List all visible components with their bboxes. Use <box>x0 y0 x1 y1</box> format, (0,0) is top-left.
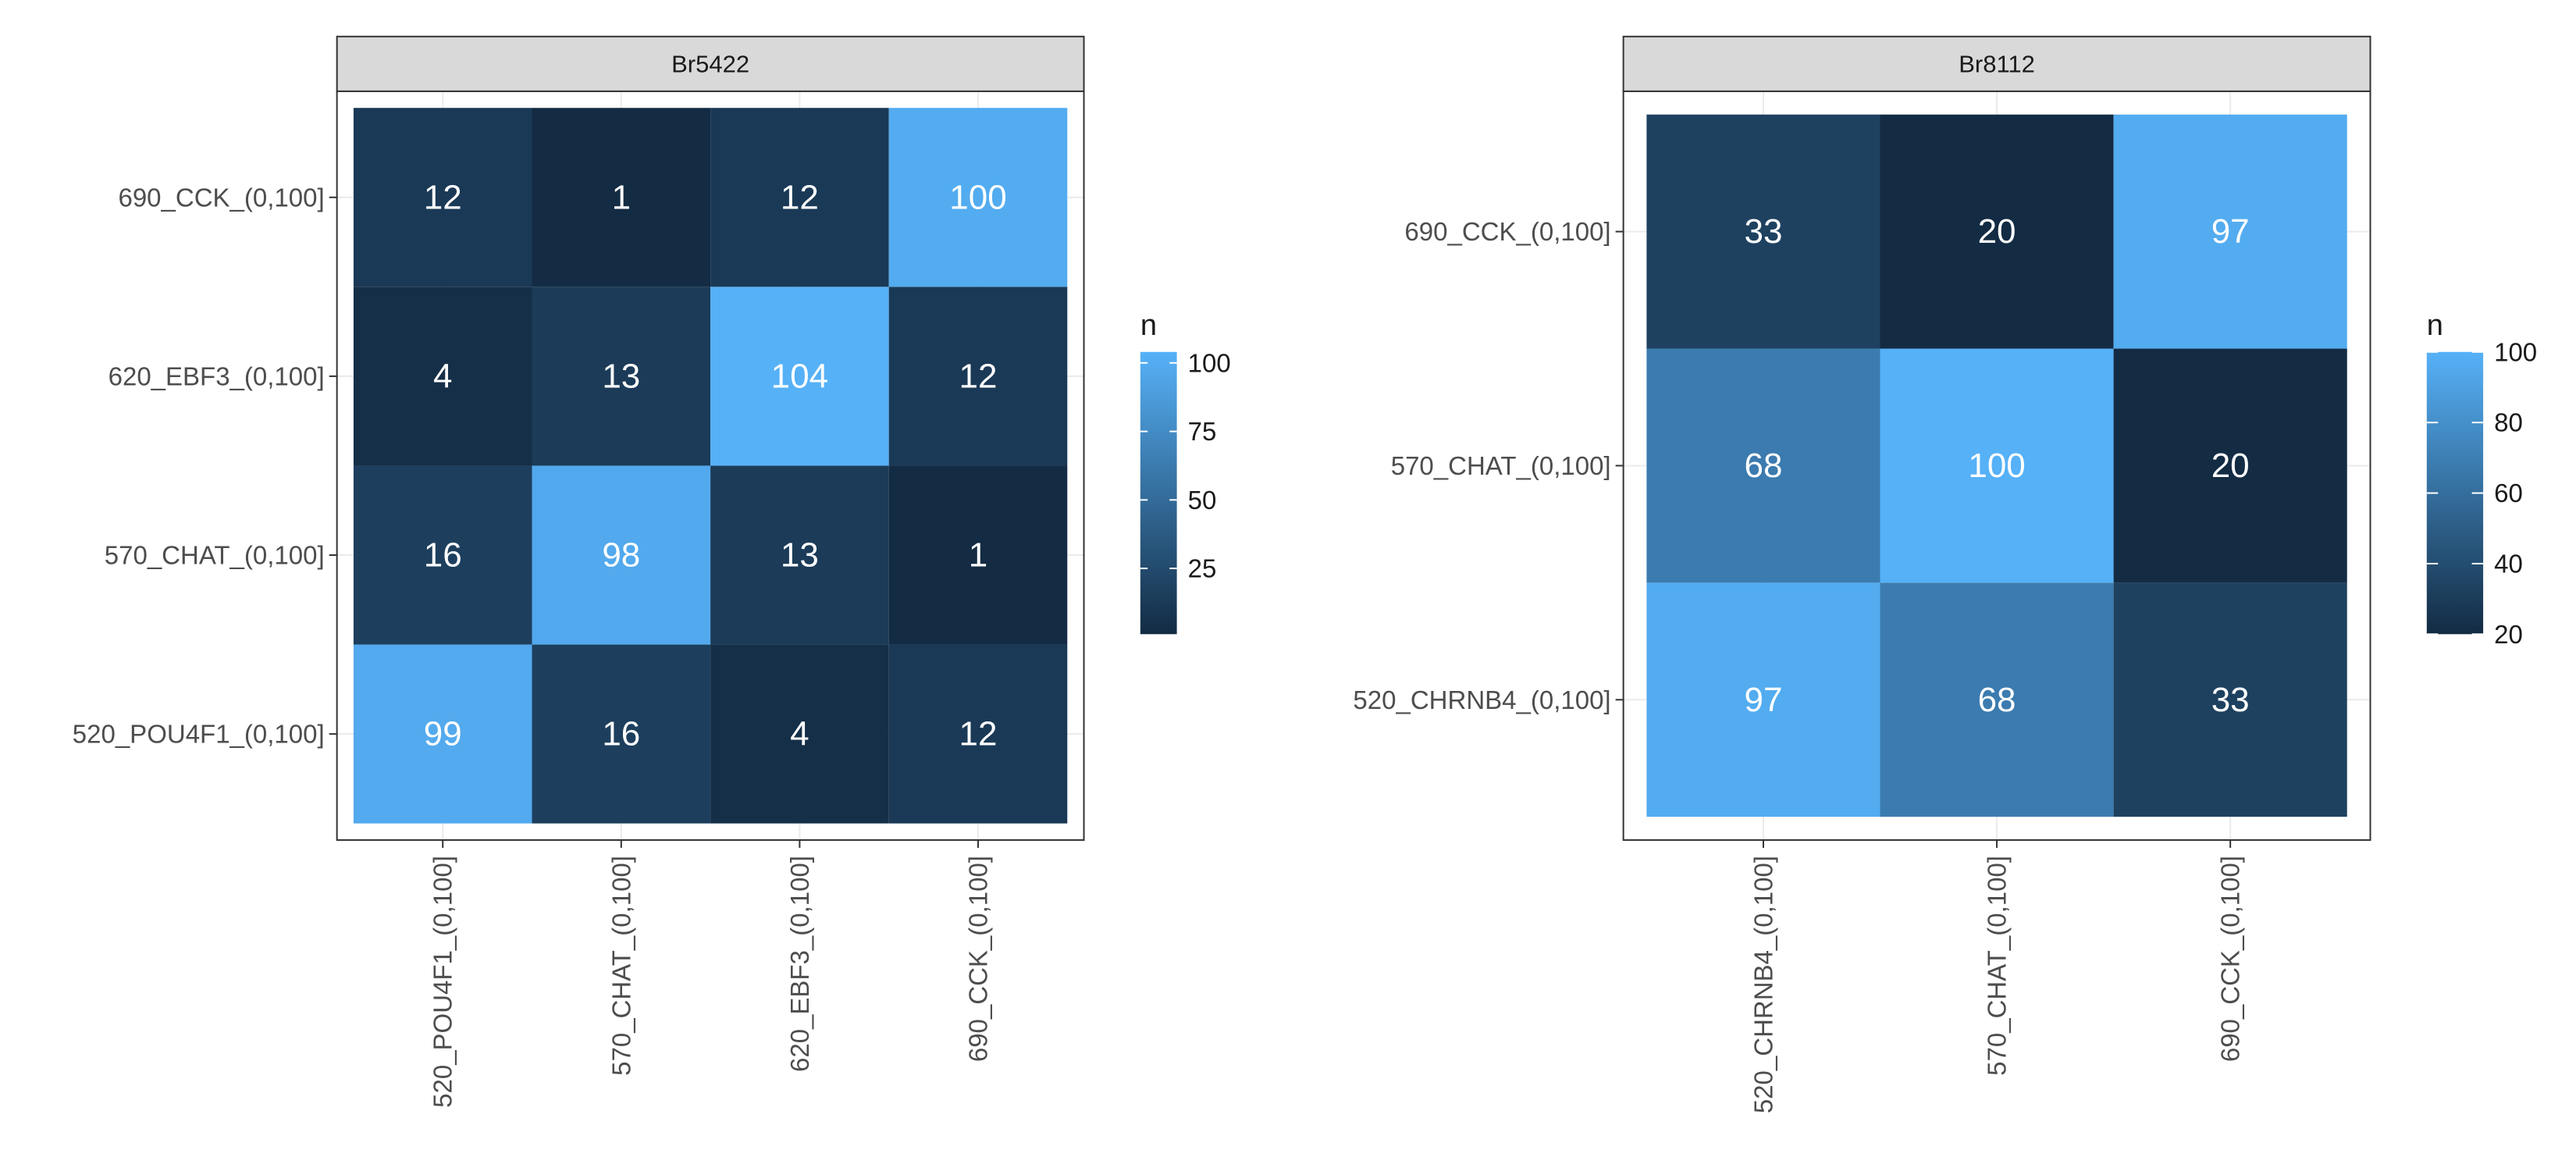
facet-panel-2: Br8112 97 68 33 68 100 20 33 20 97 520_CHRNB4_(0,1… <box>1353 35 2537 1113</box>
facet-title: Br8112 <box>1959 50 2035 77</box>
y-tick-label: 690_CCK_(0,100] <box>1404 217 1610 246</box>
heatmap-tile <box>888 465 1068 645</box>
tile-label: 68 <box>1744 447 1782 485</box>
heatmap-tile <box>2113 582 2347 817</box>
tile-label: 4 <box>433 357 452 395</box>
tile-label: 13 <box>602 357 640 395</box>
colorbar-label: 75 <box>1188 417 1217 446</box>
tile-label: 12 <box>959 715 998 753</box>
heatmap-tile <box>710 287 889 466</box>
x-tick-label: 570_CHAT_(0,100] <box>1983 856 2012 1076</box>
heatmap-tile <box>710 465 889 645</box>
facet-strip <box>1622 35 2371 92</box>
heatmap-tile <box>532 287 711 466</box>
tile-label: 12 <box>424 178 462 216</box>
tile-label: 13 <box>781 536 819 575</box>
x-tick-label: 570_CHAT_(0,100] <box>607 856 635 1076</box>
tile-label: 33 <box>1744 212 1782 251</box>
tile-label: 4 <box>790 715 809 753</box>
heatmap-tile <box>532 108 711 287</box>
heatmap-tile <box>1646 582 1880 817</box>
colorbar-label: 25 <box>1188 554 1217 583</box>
heatmap-tile <box>888 287 1068 466</box>
colorbar-legend: n 20 40 60 80 100 <box>2426 309 2537 649</box>
colorbar <box>1140 351 1177 635</box>
y-tick-label: 520_CHRNB4_(0,100] <box>1353 685 1610 714</box>
heatmap-tile <box>710 644 889 824</box>
heatmap-tile <box>353 644 532 824</box>
facet-panel-1: Br5422 99 16 4 12 16 98 13 1 4 13 104 12 12 1 12 100 520_… <box>73 35 1231 1108</box>
y-tick-label: 570_CHAT_(0,100] <box>1391 451 1611 480</box>
tile-label: 98 <box>602 536 640 575</box>
colorbar-label: 100 <box>1188 348 1231 377</box>
tile-label: 16 <box>424 536 462 575</box>
x-tick-label: 690_CCK_(0,100] <box>2216 856 2245 1062</box>
tile-label: 12 <box>781 178 819 216</box>
heatmap-tile <box>1880 348 2114 583</box>
colorbar-legend: n 25 50 75 100 <box>1140 309 1231 635</box>
legend-title: n <box>1140 309 1157 342</box>
colorbar-label: 80 <box>2494 408 2523 437</box>
x-tick-label: 620_EBF3_(0,100] <box>785 856 814 1072</box>
heatmap-tile <box>353 108 532 287</box>
colorbar-label: 100 <box>2494 337 2537 366</box>
heatmap-tile <box>710 108 889 287</box>
x-tick-label: 520_CHRNB4_(0,100] <box>1749 856 1777 1113</box>
tile-label: 97 <box>1744 681 1782 719</box>
colorbar-label: 50 <box>1188 486 1217 515</box>
y-tick-label: 570_CHAT_(0,100] <box>105 541 325 570</box>
facet-strip <box>336 35 1085 92</box>
x-tick-label: 690_CCK_(0,100] <box>963 856 992 1062</box>
heatmap-tile <box>1880 582 2114 817</box>
tile-label: 104 <box>771 357 828 395</box>
facet-title: Br5422 <box>671 50 749 77</box>
colorbar-label: 40 <box>2494 549 2523 578</box>
y-tick-label: 520_POU4F1_(0,100] <box>73 720 325 749</box>
y-tick-label: 690_CCK_(0,100] <box>118 183 324 212</box>
tile-label: 97 <box>2211 212 2250 251</box>
heatmap-tile <box>1646 348 1880 583</box>
tile-label: 100 <box>1968 447 2025 485</box>
tile-label: 12 <box>959 357 998 395</box>
heatmap-tile <box>353 465 532 645</box>
tile-label: 33 <box>2211 681 2250 719</box>
tile-label: 100 <box>949 178 1006 216</box>
heatmap-tile <box>1646 114 1880 349</box>
heatmap-tile <box>532 465 711 645</box>
colorbar-label: 60 <box>2494 479 2523 507</box>
tile-label: 68 <box>1978 681 2016 719</box>
tile-label: 20 <box>1978 212 2016 251</box>
heatmap-tile <box>2113 348 2347 583</box>
tile-label: 99 <box>424 715 462 753</box>
heatmap-tile <box>1880 114 2114 349</box>
heatmap-tile <box>353 287 532 466</box>
heatmap-tile <box>2113 114 2347 349</box>
tile-label: 20 <box>2211 447 2250 485</box>
tile-label: 1 <box>969 536 987 575</box>
heatmap-tile <box>888 108 1068 287</box>
y-tick-label: 620_EBF3_(0,100] <box>109 361 325 390</box>
heatmap-tile <box>888 644 1068 824</box>
colorbar-label: 20 <box>2494 620 2523 649</box>
panel-border <box>336 90 1085 841</box>
legend-title: n <box>2427 309 2443 342</box>
heatmap-tile <box>532 644 711 824</box>
tile-label: 1 <box>612 178 631 216</box>
tile-label: 16 <box>602 715 640 753</box>
x-tick-label: 520_POU4F1_(0,100] <box>429 856 457 1108</box>
